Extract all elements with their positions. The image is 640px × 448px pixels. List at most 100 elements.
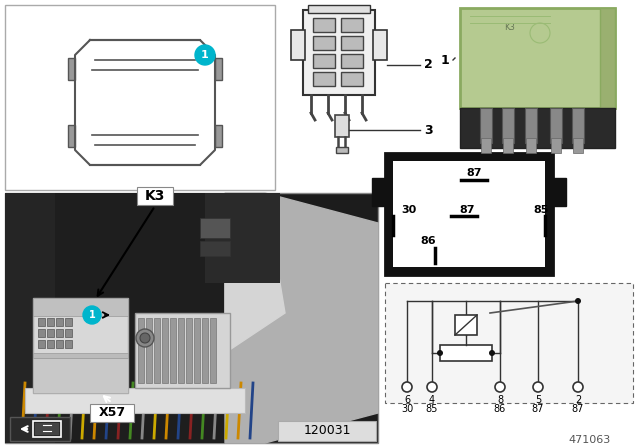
Bar	[200, 218, 230, 238]
Bar	[56, 340, 63, 348]
Bar	[194, 318, 200, 383]
Bar	[341, 18, 363, 32]
Bar	[480, 108, 492, 143]
Text: 5: 5	[535, 395, 541, 405]
Bar	[205, 193, 280, 283]
Bar	[503, 138, 513, 153]
Circle shape	[575, 298, 581, 304]
Bar	[303, 10, 375, 95]
Circle shape	[427, 382, 437, 392]
Text: 2: 2	[424, 59, 433, 72]
Text: 4: 4	[429, 395, 435, 405]
Text: 1: 1	[201, 50, 209, 60]
Bar	[291, 30, 305, 60]
Text: 8: 8	[497, 395, 503, 405]
Bar	[385, 283, 633, 403]
Bar	[33, 298, 128, 393]
Bar	[38, 340, 45, 348]
Bar	[5, 5, 275, 190]
Text: 87: 87	[532, 404, 544, 414]
Bar	[170, 318, 176, 383]
Bar	[68, 125, 75, 147]
Bar	[393, 161, 545, 267]
Text: 87: 87	[460, 205, 475, 215]
Bar	[135, 313, 230, 388]
Text: K3: K3	[504, 23, 515, 33]
Bar	[47, 340, 54, 348]
Circle shape	[402, 382, 412, 392]
Text: K3: K3	[145, 189, 165, 203]
Bar	[65, 329, 72, 337]
Text: 86: 86	[420, 236, 436, 246]
Circle shape	[437, 350, 443, 356]
Bar	[313, 72, 335, 86]
Text: 1: 1	[88, 310, 95, 320]
Bar	[600, 8, 615, 108]
Bar	[154, 318, 160, 383]
Bar	[440, 345, 492, 361]
Bar	[68, 58, 75, 80]
Bar	[552, 178, 566, 206]
Bar	[502, 108, 514, 143]
Bar	[572, 108, 584, 143]
Bar	[341, 54, 363, 68]
Bar	[200, 241, 230, 256]
Text: 120031: 120031	[303, 425, 351, 438]
Bar	[460, 8, 615, 108]
Bar	[308, 5, 370, 13]
Bar	[186, 318, 192, 383]
Bar	[573, 138, 583, 153]
Bar	[65, 340, 72, 348]
Bar	[551, 138, 561, 153]
Bar	[481, 138, 491, 153]
Bar	[278, 421, 376, 441]
Text: 30: 30	[401, 404, 413, 414]
Bar	[146, 318, 152, 383]
Bar	[335, 115, 349, 137]
Text: 85: 85	[533, 205, 548, 215]
Circle shape	[573, 382, 583, 392]
Bar	[33, 298, 128, 316]
Bar	[215, 58, 222, 80]
Bar	[178, 318, 184, 383]
Bar	[35, 423, 59, 435]
Bar	[526, 138, 536, 153]
Bar	[5, 193, 378, 443]
Text: 471063: 471063	[569, 435, 611, 445]
Text: 87: 87	[467, 168, 482, 178]
Bar	[33, 358, 128, 393]
Circle shape	[83, 306, 101, 324]
Polygon shape	[225, 193, 378, 443]
Bar	[460, 108, 615, 148]
Bar	[215, 125, 222, 147]
Bar	[65, 318, 72, 326]
Text: 2: 2	[575, 395, 581, 405]
Text: 85: 85	[426, 404, 438, 414]
Bar	[47, 318, 54, 326]
Text: X57: X57	[99, 406, 125, 419]
Bar	[55, 193, 235, 443]
Bar	[341, 72, 363, 86]
Bar	[33, 421, 61, 437]
Bar	[25, 388, 245, 413]
Bar	[137, 187, 173, 205]
Bar	[138, 318, 144, 383]
Bar	[385, 153, 553, 275]
Bar	[47, 329, 54, 337]
Circle shape	[195, 45, 215, 65]
Bar	[90, 404, 134, 422]
Bar	[202, 318, 208, 383]
Text: 86: 86	[494, 404, 506, 414]
Circle shape	[489, 350, 495, 356]
Bar	[550, 108, 562, 143]
Bar	[38, 318, 45, 326]
Circle shape	[140, 333, 150, 343]
Bar	[341, 36, 363, 50]
Bar	[372, 178, 386, 206]
Bar	[455, 315, 477, 335]
Bar	[33, 353, 128, 358]
Bar	[5, 193, 60, 443]
Circle shape	[533, 382, 543, 392]
Text: 3: 3	[424, 124, 433, 137]
Text: 1: 1	[440, 53, 449, 66]
